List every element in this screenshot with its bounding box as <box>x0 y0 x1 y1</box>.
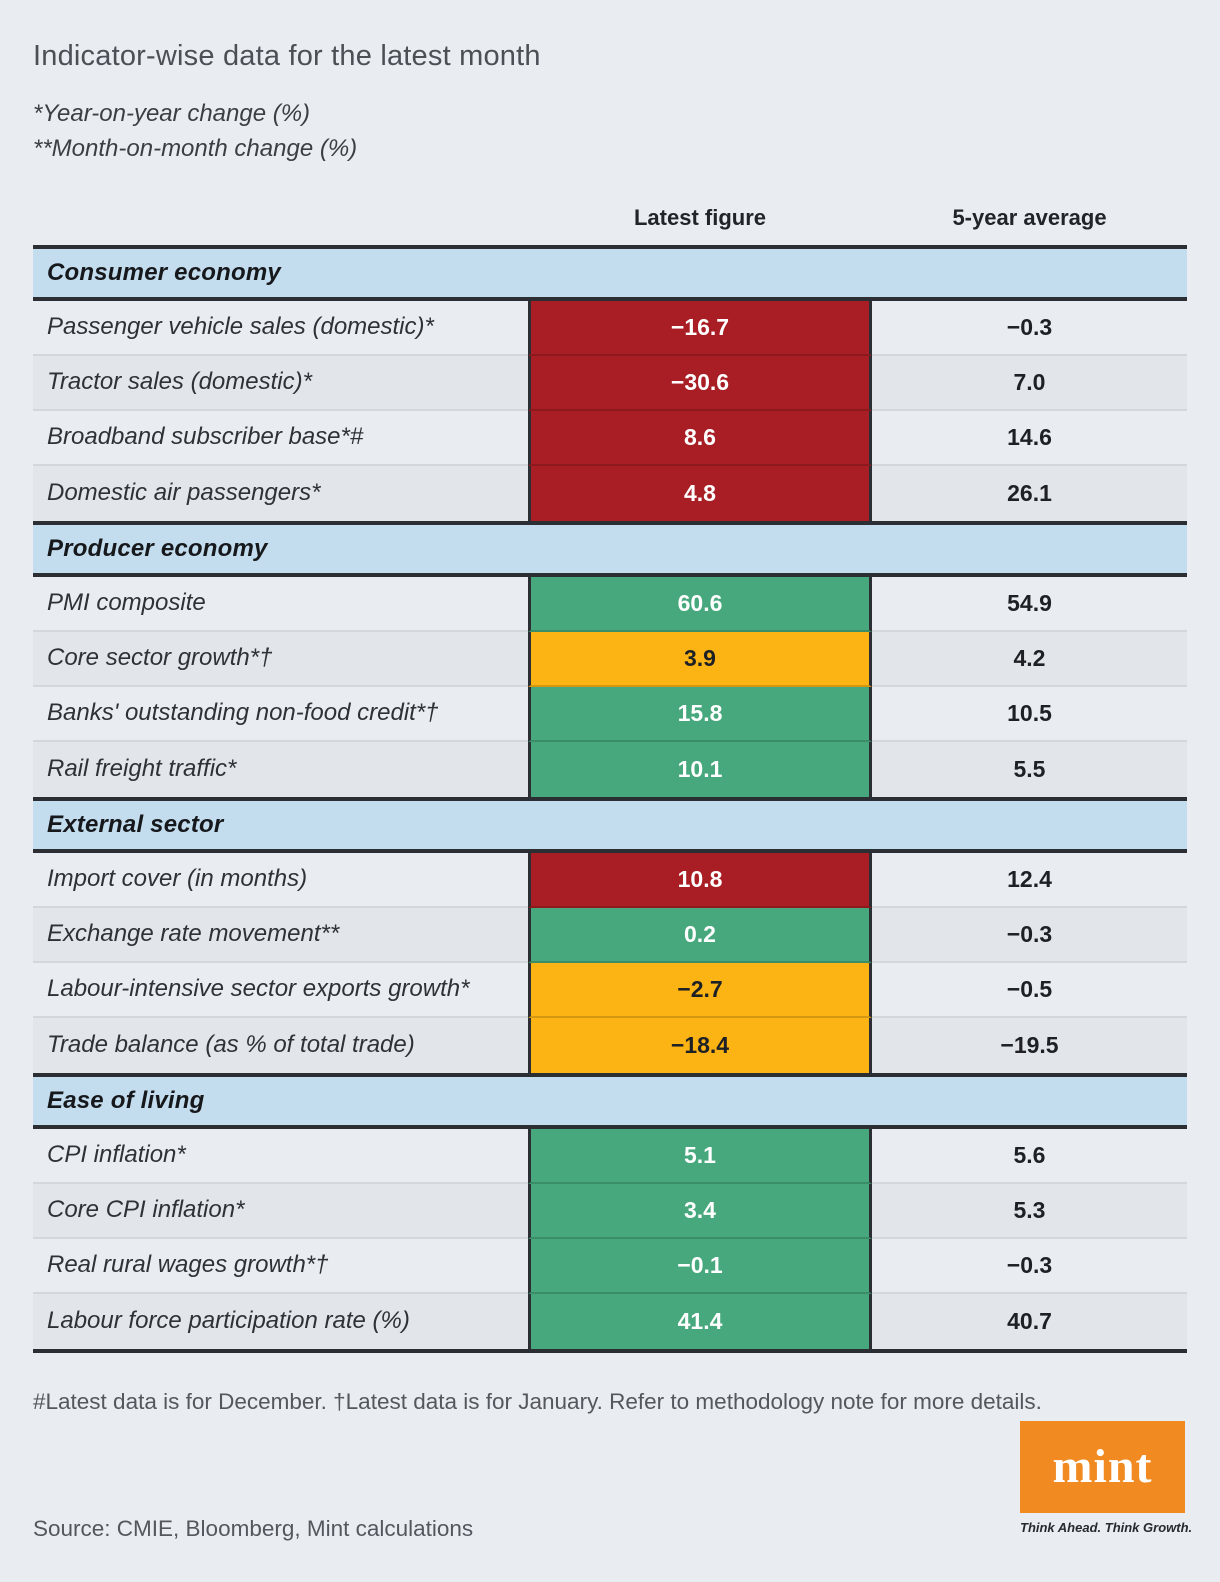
section-header: External sector <box>33 796 1187 853</box>
five-year-average-cell: 7.0 <box>872 356 1187 411</box>
indicator-label: Real rural wages growth*† <box>33 1239 528 1294</box>
table-row: PMI composite 60.6 54.9 <box>33 576 1187 632</box>
indicator-label: Core sector growth*† <box>33 632 528 687</box>
latest-figure-cell: 41.4 <box>528 1293 872 1349</box>
mint-logo: mint <box>1020 1420 1185 1513</box>
table-row: Passenger vehicle sales (domestic)* −16.… <box>33 300 1187 356</box>
page-title: Indicator-wise data for the latest month <box>33 40 541 72</box>
five-year-average-cell: 5.3 <box>872 1184 1187 1239</box>
five-year-average-cell: 26.1 <box>1007 479 1052 506</box>
five-year-average-cell: 4.2 <box>872 632 1187 687</box>
indicator-label: Import cover (in months) <box>33 853 528 908</box>
table-row: CPI inflation* 5.1 5.6 <box>33 1128 1187 1184</box>
section-external-sector: External sector Import cover (in months)… <box>33 796 1187 1073</box>
mint-tagline: Think Ahead. Think Growth. <box>1020 1519 1193 1535</box>
table-row: Labour-intensive sector exports growth* … <box>33 962 1187 1018</box>
indicator-table: Consumer economy Passenger vehicle sales… <box>33 244 1187 1353</box>
five-year-average-cell: 12.4 <box>872 853 1187 908</box>
source-credit: Source: CMIE, Bloomberg, Mint calculatio… <box>33 1515 474 1541</box>
latest-figure-cell: 3.4 <box>528 1183 872 1239</box>
indicator-label: PMI composite <box>33 577 528 632</box>
indicator-label: Domestic air passengers* <box>47 479 321 507</box>
indicator-label: CPI inflation* <box>33 1129 528 1184</box>
footnote-legend: *Year-on-year change (%) **Month-on-mont… <box>33 97 1187 167</box>
five-year-average-cell: 5.5 <box>1013 755 1046 782</box>
mint-logo-block: mint Think Ahead. Think Growth. <box>1020 1420 1193 1535</box>
latest-figure-cell: 10.8 <box>528 852 872 908</box>
indicator-label: Passenger vehicle sales (domestic)* <box>33 301 528 356</box>
five-year-average-cell: 5.6 <box>872 1129 1187 1184</box>
table-row: Banks' outstanding non-food credit*† 15.… <box>33 686 1187 742</box>
latest-figure-cell: 5.1 <box>528 1128 872 1184</box>
methodology-footnote: #Latest data is for December. †Latest da… <box>33 1388 1042 1414</box>
five-year-average-cell: −0.3 <box>872 1239 1187 1294</box>
column-header-latest-figure: Latest figure <box>633 204 767 230</box>
section-consumer-economy: Consumer economy Passenger vehicle sales… <box>33 244 1187 521</box>
five-year-average-cell: −0.5 <box>872 963 1187 1018</box>
indicator-label: Rail freight traffic* <box>47 755 237 783</box>
latest-figure-cell: −16.7 <box>528 300 872 356</box>
five-year-average-cell: 14.6 <box>872 411 1187 466</box>
indicator-label: Labour-intensive sector exports growth* <box>33 963 528 1018</box>
latest-figure-cell: −18.4 <box>528 1017 872 1073</box>
section-producer-economy: Producer economy PMI composite 60.6 54.9… <box>33 520 1187 797</box>
table-row: Trade balance (as % of total trade) −18.… <box>33 1017 1187 1073</box>
latest-figure-cell: 3.9 <box>528 631 872 687</box>
table-row: Core sector growth*† 3.9 4.2 <box>33 631 1187 687</box>
table-row: Import cover (in months) 10.8 12.4 <box>33 852 1187 908</box>
section-header: Producer economy <box>33 520 1187 577</box>
latest-figure-cell: 15.8 <box>528 686 872 742</box>
section-header: Ease of living <box>33 1072 1187 1129</box>
mint-logo-text: mint <box>1052 1440 1153 1494</box>
table-row: Real rural wages growth*† −0.1 −0.3 <box>33 1238 1187 1294</box>
indicator-label: Banks' outstanding non-food credit*† <box>33 687 528 742</box>
latest-figure-cell: −2.7 <box>528 962 872 1018</box>
note-yoy: *Year-on-year change (%) <box>33 100 311 127</box>
five-year-average-cell: 54.9 <box>872 577 1187 632</box>
table-row: Domestic air passengers* 4.8 26.1 <box>33 465 1187 521</box>
latest-figure-cell: −0.1 <box>528 1238 872 1294</box>
five-year-average-cell: −0.3 <box>872 908 1187 963</box>
latest-figure-cell: 4.8 <box>528 465 872 521</box>
footer: #Latest data is for December. †Latest da… <box>33 1353 1193 1568</box>
indicator-label: Trade balance (as % of total trade) <box>47 1031 415 1059</box>
section-ease-of-living: Ease of living CPI inflation* 5.1 5.6 Co… <box>33 1072 1187 1349</box>
table-row: Labour force participation rate (%) 41.4… <box>33 1293 1187 1349</box>
table-row: Broadband subscriber base*# 8.6 14.6 <box>33 410 1187 466</box>
latest-figure-cell: 10.1 <box>528 741 872 797</box>
indicator-label: Core CPI inflation* <box>33 1184 528 1239</box>
section-header: Consumer economy <box>33 244 1187 301</box>
note-mom: **Month-on-month change (%) <box>33 134 358 162</box>
five-year-average-cell: −0.3 <box>872 301 1187 356</box>
five-year-average-cell: 40.7 <box>1007 1307 1052 1334</box>
latest-figure-cell: −30.6 <box>528 355 872 411</box>
indicator-label: Tractor sales (domestic)* <box>33 356 528 411</box>
five-year-average-cell: −19.5 <box>1000 1031 1059 1058</box>
latest-figure-cell: 8.6 <box>528 410 872 466</box>
table-row: Rail freight traffic* 10.1 5.5 <box>33 741 1187 797</box>
table-row: Tractor sales (domestic)* −30.6 7.0 <box>33 355 1187 411</box>
indicator-label: Exchange rate movement** <box>33 908 528 963</box>
table-row: Core CPI inflation* 3.4 5.3 <box>33 1183 1187 1239</box>
latest-figure-cell: 60.6 <box>528 576 872 632</box>
table-row: Exchange rate movement** 0.2 −0.3 <box>33 907 1187 963</box>
indicator-label: Labour force participation rate (%) <box>47 1307 410 1335</box>
latest-figure-cell: 0.2 <box>528 907 872 963</box>
column-headers: Latest figure 5-year average <box>33 205 1187 231</box>
five-year-average-cell: 10.5 <box>872 687 1187 742</box>
indicator-label: Broadband subscriber base*# <box>33 411 528 466</box>
column-header-5-year-average: 5-year average <box>952 204 1107 230</box>
